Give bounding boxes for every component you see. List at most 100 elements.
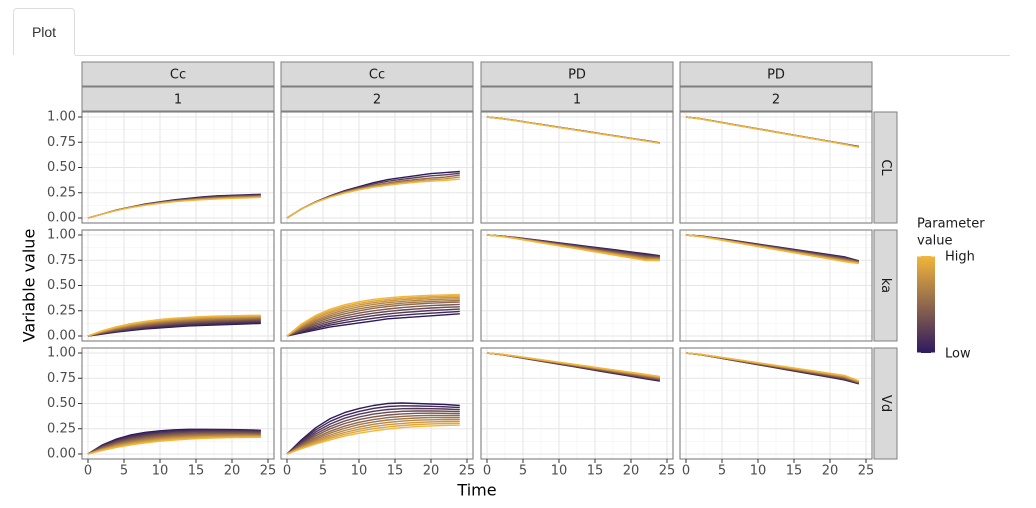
y-tick-label: 0.25 [47,185,76,200]
series-line [685,352,860,382]
facet-strip-id-label: 2 [373,93,381,108]
x-tick-label: 10 [152,464,169,479]
x-tick-label: 10 [551,464,568,479]
series-line [87,430,261,455]
facet-strip-id [280,86,474,112]
x-tick-label: 15 [387,464,404,479]
facet-strip-variable [280,61,474,87]
x-tick-label: 5 [319,464,327,479]
series-line [286,420,460,455]
x-tick-label: 5 [519,464,527,479]
facet-strip-row [873,229,898,342]
series-line [685,234,859,265]
facet-strip-row [873,111,898,224]
facet-strip-row-label: CL [878,159,893,176]
y-tick-label: 0.50 [47,396,76,411]
series-line [87,434,261,455]
series-line [87,432,261,455]
facet-strip-row-label: Vd [878,395,893,412]
panel-border [679,347,873,460]
facet-strip-variable [480,61,674,87]
legend-title: value [917,234,953,249]
series-line [286,416,460,455]
series-line [286,405,460,455]
x-tick-label: 15 [587,464,604,479]
x-tick-label: 0 [682,464,690,479]
y-tick-label: 0.00 [47,447,76,462]
series-line [286,296,460,337]
series-line [286,418,460,455]
y-tick-label: 0.50 [47,160,76,175]
facet-strip-variable-label: PD [568,68,586,83]
panel-border [280,229,474,342]
y-tick-label: 0.50 [47,278,76,293]
series-line [286,424,460,455]
facet-strip-id-label: 1 [174,93,182,108]
x-tick-label: 25 [459,464,476,479]
tab-divider [75,55,1010,56]
y-axis-title: Variable value [20,229,39,343]
tab-bar: Plot [0,0,1036,56]
series-line [286,310,460,337]
series-line [286,414,460,455]
panel-border [679,111,873,224]
facet-strip-variable [679,61,873,87]
series-line [486,352,660,378]
x-tick-label: 25 [858,464,875,479]
y-tick-label: 0.00 [47,211,76,226]
series-line [685,116,859,148]
facet-strip-id [81,86,275,112]
panel-border [280,111,474,224]
series-line [286,299,460,337]
y-tick-label: 0.00 [47,329,76,344]
series-line [87,433,261,455]
tab-plot[interactable]: Plot [13,8,75,55]
x-tick-label: 15 [188,464,205,479]
x-tick-label: 5 [120,464,128,479]
series-line [286,422,460,455]
y-tick-label: 0.25 [47,421,76,436]
series-line [286,410,460,455]
facet-strip-row [873,347,898,460]
series-line [87,434,261,455]
x-tick-label: 15 [786,464,803,479]
y-tick-label: 0.75 [47,135,76,150]
x-axis-title: Time [456,481,496,500]
series-line [87,436,261,455]
series-line [286,178,460,219]
facet-strip-id [480,86,674,112]
facet-strip-row-label: ka [878,278,893,293]
panel-border [480,229,674,342]
x-tick-label: 20 [423,464,440,479]
x-tick-label: 20 [224,464,241,479]
x-tick-label: 5 [718,464,726,479]
facet-strip-variable-label: PD [767,68,785,83]
series-line [87,196,261,219]
x-tick-label: 10 [750,464,767,479]
series-line [286,402,460,455]
facet-strip-id-label: 1 [573,93,581,108]
series-line [286,295,460,337]
series-line [286,308,460,337]
y-tick-label: 0.75 [47,253,76,268]
y-tick-label: 0.25 [47,303,76,318]
series-line [286,412,460,455]
y-tick-label: 1.00 [47,228,76,243]
legend-low-label: Low [945,347,971,362]
x-tick-label: 25 [659,464,676,479]
series-line [286,301,460,337]
facet-strip-variable-label: Cc [170,68,186,83]
series-line [286,293,460,337]
x-tick-label: 25 [260,464,277,479]
facet-strip-variable-label: Cc [369,68,385,83]
series-line [286,313,460,337]
panel-border [280,347,474,460]
legend-colorbar [917,256,935,353]
series-line [286,303,460,337]
y-tick-label: 1.00 [47,346,76,361]
series-line [486,234,660,262]
series-line [286,298,460,337]
series-line [87,429,261,455]
panel-border [480,347,674,460]
panel-border [679,229,873,342]
